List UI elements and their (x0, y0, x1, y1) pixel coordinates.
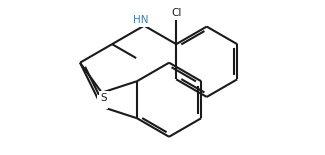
Text: Cl: Cl (171, 8, 181, 18)
Text: S: S (100, 93, 107, 103)
Text: HN: HN (133, 15, 148, 25)
Text: N: N (99, 97, 107, 107)
